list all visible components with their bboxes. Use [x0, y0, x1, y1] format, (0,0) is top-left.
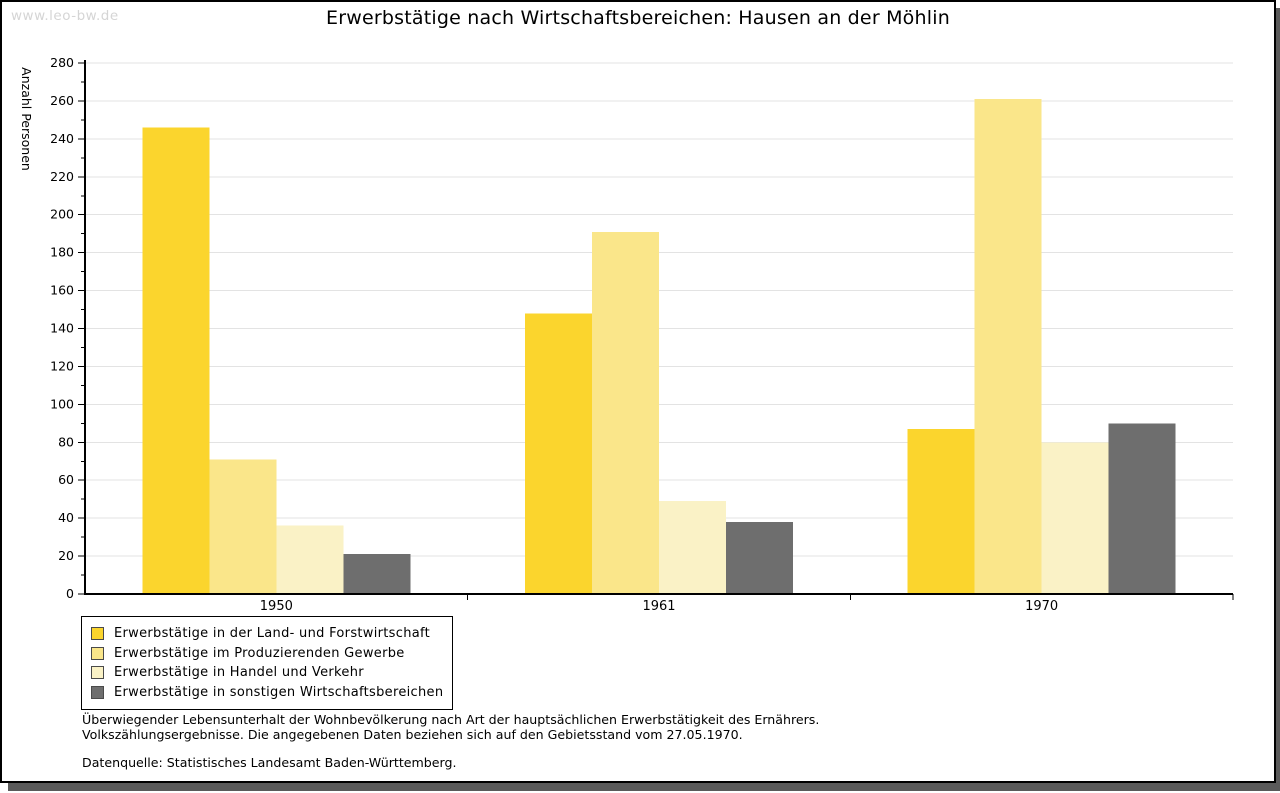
y-axis-tick-label: 180: [50, 245, 74, 260]
bar-1950-s0: [142, 127, 210, 594]
y-axis-tick-label: 240: [50, 131, 74, 146]
x-axis-label-1961: 1961: [642, 599, 675, 614]
footnote-line-1: Überwiegender Lebensunterhalt der Wohnbe…: [82, 712, 820, 727]
y-axis-tick-label: 160: [50, 283, 74, 298]
bar-1961-s0: [525, 313, 592, 594]
legend-swatch-icon: [91, 646, 104, 660]
watermark-text: www.leo-bw.de: [11, 8, 119, 24]
legend-item-3: Erwerbstätige in sonstigen Wirtschaftsbe…: [91, 683, 447, 703]
legend-swatch-icon: [91, 627, 104, 641]
legend-label: Erwerbstätige in Handel und Verkehr: [114, 665, 364, 681]
y-axis-tick-label: 20: [58, 548, 74, 563]
bar-1961-s3: [726, 521, 793, 594]
bar-1970-s3: [1108, 423, 1176, 594]
y-axis-title: Anzahl Personen: [19, 67, 34, 171]
legend-item-1: Erwerbstätige im Produzierenden Gewerbe: [91, 644, 447, 664]
x-axis-label-1970: 1970: [1025, 599, 1058, 614]
bar-1970-s2: [1041, 442, 1109, 594]
chart-footnote: Überwiegender Lebensunterhalt der Wohnbe…: [82, 712, 819, 770]
bar-1950-s3: [343, 554, 411, 594]
bar-1961-s1: [592, 231, 659, 595]
data-source: Datenquelle: Statistisches Landesamt Bad…: [82, 755, 457, 770]
y-axis-tick-label: 100: [50, 396, 74, 411]
y-axis-tick-label: 120: [50, 358, 74, 373]
chart-legend: Erwerbstätige in der Land- und Forstwirt…: [81, 616, 453, 710]
y-axis-tick-label: 0: [66, 586, 74, 601]
bar-1950-s1: [209, 459, 277, 594]
legend-swatch-icon: [91, 685, 104, 699]
legend-label: Erwerbstätige in sonstigen Wirtschaftsbe…: [114, 684, 444, 700]
bar-1970-s1: [974, 99, 1042, 594]
bar-1961-s2: [659, 501, 726, 594]
x-axis-label-1950: 1950: [260, 599, 293, 614]
legend-label: Erwerbstätige im Produzierenden Gewerbe: [114, 645, 405, 661]
legend-swatch-icon: [91, 666, 104, 680]
chart-title: Erwerbstätige nach Wirtschaftsbereichen:…: [326, 7, 950, 29]
y-axis-tick-label: 220: [50, 169, 74, 184]
legend-item-2: Erwerbstätige in Handel und Verkehr: [91, 663, 447, 683]
y-axis-tick-label: 260: [50, 93, 74, 108]
bar-1950-s2: [276, 525, 344, 594]
y-axis-tick-label: 140: [50, 321, 74, 336]
bar-1970-s0: [907, 429, 975, 594]
legend-label: Erwerbstätige in der Land- und Forstwirt…: [114, 626, 431, 642]
y-axis-tick-label: 80: [58, 434, 74, 449]
footnote-line-2: Volkszählungsergebnisse. Die angegebenen…: [82, 727, 743, 742]
y-axis-tick-label: 60: [58, 472, 74, 487]
y-axis-tick-label: 200: [50, 207, 74, 222]
y-axis-tick-label: 280: [50, 55, 74, 70]
y-axis-tick-label: 40: [58, 510, 74, 525]
legend-item-0: Erwerbstätige in der Land- und Forstwirt…: [91, 624, 447, 644]
